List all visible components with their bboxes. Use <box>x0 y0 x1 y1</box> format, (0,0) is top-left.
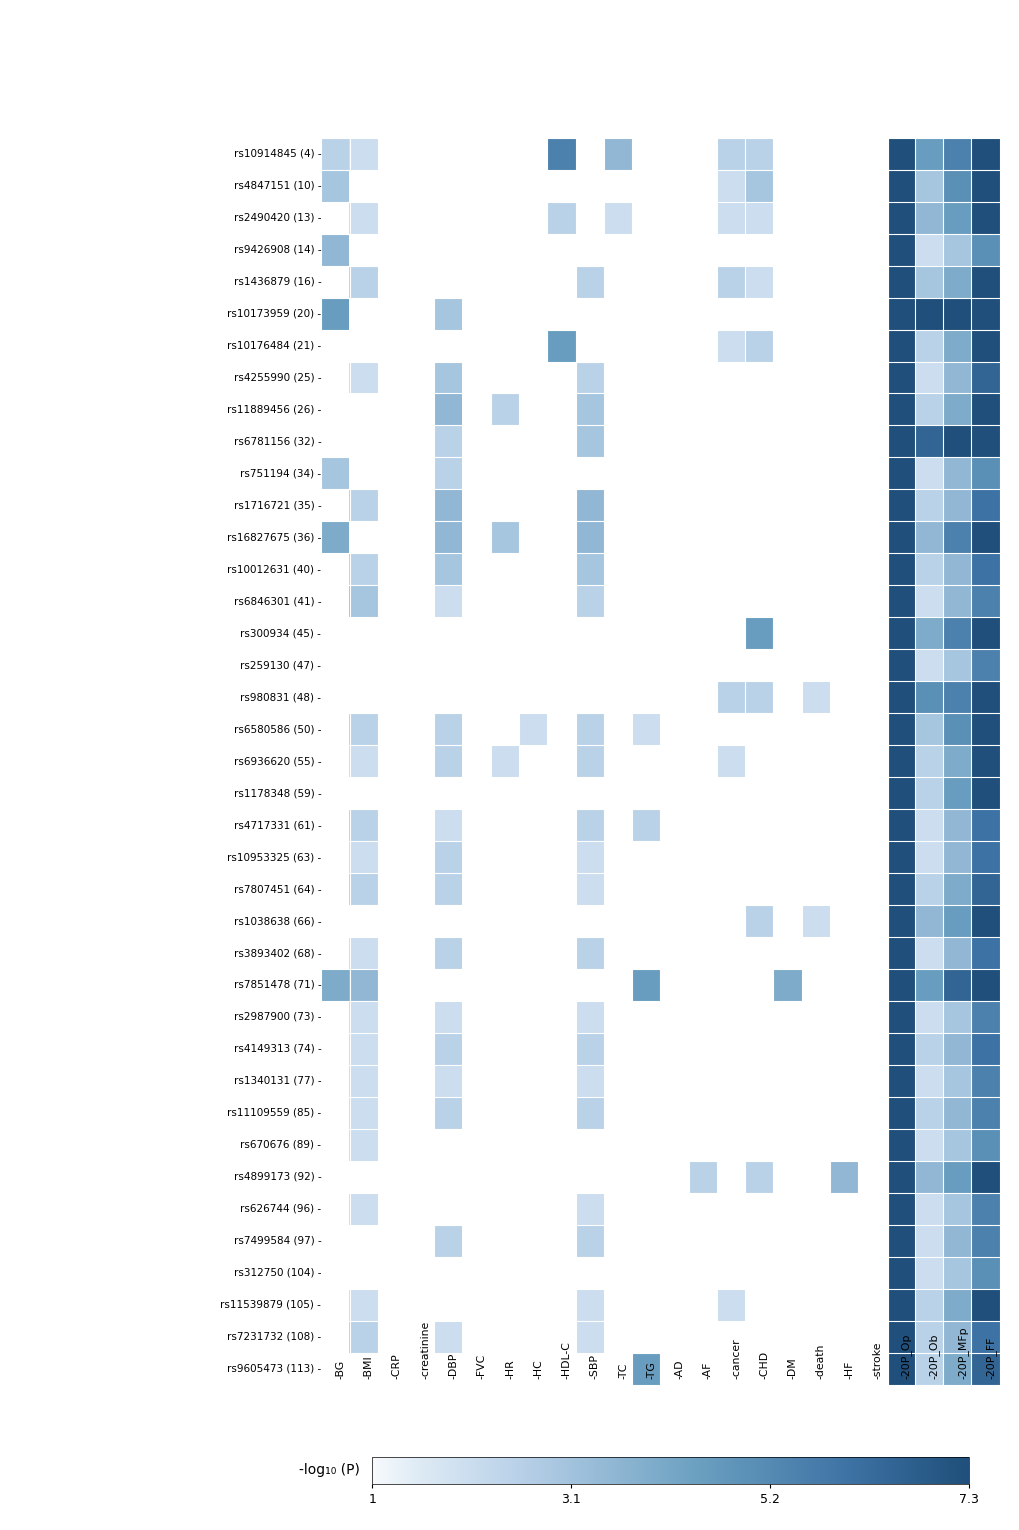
Text: rs4717331 (61) -: rs4717331 (61) - <box>233 820 321 831</box>
Text: rs312750 (104) -: rs312750 (104) - <box>233 1268 321 1278</box>
Text: rs7231732 (108) -: rs7231732 (108) - <box>227 1331 321 1342</box>
Text: rs4149313 (74) -: rs4149313 (74) - <box>233 1043 321 1054</box>
Text: rs7807451 (64) -: rs7807451 (64) - <box>233 884 321 894</box>
Text: -TG: -TG <box>646 1362 655 1379</box>
Text: -BG: -BG <box>335 1360 345 1379</box>
Text: -DBP: -DBP <box>448 1353 458 1379</box>
Text: rs11539879 (105) -: rs11539879 (105) - <box>220 1299 321 1310</box>
Text: -AD: -AD <box>674 1360 684 1379</box>
Text: rs1436879 (16) -: rs1436879 (16) - <box>233 277 321 286</box>
Text: rs4255990 (25) -: rs4255990 (25) - <box>233 372 321 382</box>
Text: -death: -death <box>815 1343 825 1379</box>
Text: rs4899173 (92) -: rs4899173 (92) - <box>233 1172 321 1181</box>
Text: rs16827675 (36) -: rs16827675 (36) - <box>226 532 321 542</box>
Text: rs751194 (34) -: rs751194 (34) - <box>239 468 321 479</box>
Text: -cancer: -cancer <box>731 1339 741 1379</box>
Text: -HC: -HC <box>533 1359 543 1379</box>
Text: -log₁₀ (P): -log₁₀ (P) <box>300 1463 360 1478</box>
Text: rs11109559 (85) -: rs11109559 (85) - <box>227 1108 321 1118</box>
Text: rs626744 (96) -: rs626744 (96) - <box>239 1204 321 1213</box>
Text: rs6580586 (50) -: rs6580586 (50) - <box>233 724 321 734</box>
Text: -20P_Ob: -20P_Ob <box>928 1334 938 1379</box>
Text: rs10173959 (20) -: rs10173959 (20) - <box>227 309 321 318</box>
Text: rs6781156 (32) -: rs6781156 (32) - <box>233 436 321 447</box>
Text: -FVC: -FVC <box>476 1354 486 1379</box>
Text: -TC: -TC <box>618 1363 628 1379</box>
Text: -CHD: -CHD <box>758 1351 768 1379</box>
Text: -20P_Op: -20P_Op <box>900 1334 911 1379</box>
Text: rs4847151 (10) -: rs4847151 (10) - <box>233 181 321 191</box>
Text: -stroke: -stroke <box>871 1342 881 1379</box>
Text: -HDL-C: -HDL-C <box>561 1342 571 1379</box>
Text: rs300934 (45) -: rs300934 (45) - <box>240 629 321 638</box>
Text: -CRP: -CRP <box>391 1354 401 1379</box>
Text: -SBP: -SBP <box>589 1354 599 1379</box>
Text: rs3893402 (68) -: rs3893402 (68) - <box>233 949 321 958</box>
Text: -AF: -AF <box>702 1362 712 1379</box>
Text: rs2987900 (73) -: rs2987900 (73) - <box>233 1011 321 1022</box>
Text: rs9605473 (113) -: rs9605473 (113) - <box>227 1363 321 1374</box>
Text: rs1178348 (59) -: rs1178348 (59) - <box>233 788 321 799</box>
Text: -HR: -HR <box>504 1359 515 1379</box>
Text: rs1716721 (35) -: rs1716721 (35) - <box>233 500 321 511</box>
Text: -20P_FF: -20P_FF <box>984 1337 996 1379</box>
Text: -creatinine: -creatinine <box>420 1320 430 1379</box>
Text: rs2490420 (13) -: rs2490420 (13) - <box>233 213 321 223</box>
Text: rs9426908 (14) -: rs9426908 (14) - <box>233 245 321 254</box>
Text: rs7499584 (97) -: rs7499584 (97) - <box>233 1236 321 1245</box>
Text: rs10176484 (21) -: rs10176484 (21) - <box>227 341 321 350</box>
Text: rs980831 (48) -: rs980831 (48) - <box>240 692 321 702</box>
Text: rs1340131 (77) -: rs1340131 (77) - <box>233 1076 321 1086</box>
Text: rs7851478 (71) -: rs7851478 (71) - <box>233 981 321 990</box>
Text: rs259130 (47) -: rs259130 (47) - <box>240 661 321 670</box>
Text: -BMI: -BMI <box>364 1356 373 1379</box>
Text: rs10914845 (4) -: rs10914845 (4) - <box>233 148 321 159</box>
Text: -HF: -HF <box>844 1360 853 1379</box>
Text: -DM: -DM <box>787 1357 797 1379</box>
Text: rs670676 (89) -: rs670676 (89) - <box>240 1140 321 1151</box>
Text: rs6936620 (55) -: rs6936620 (55) - <box>233 756 321 767</box>
Text: rs1038638 (66) -: rs1038638 (66) - <box>233 916 321 926</box>
Text: rs10012631 (40) -: rs10012631 (40) - <box>227 565 321 574</box>
Text: rs6846301 (41) -: rs6846301 (41) - <box>233 597 321 606</box>
Text: rs11889456 (26) -: rs11889456 (26) - <box>226 404 321 415</box>
Text: -20P_MFp: -20P_MFp <box>956 1327 967 1379</box>
Text: rs10953325 (63) -: rs10953325 (63) - <box>227 852 321 861</box>
